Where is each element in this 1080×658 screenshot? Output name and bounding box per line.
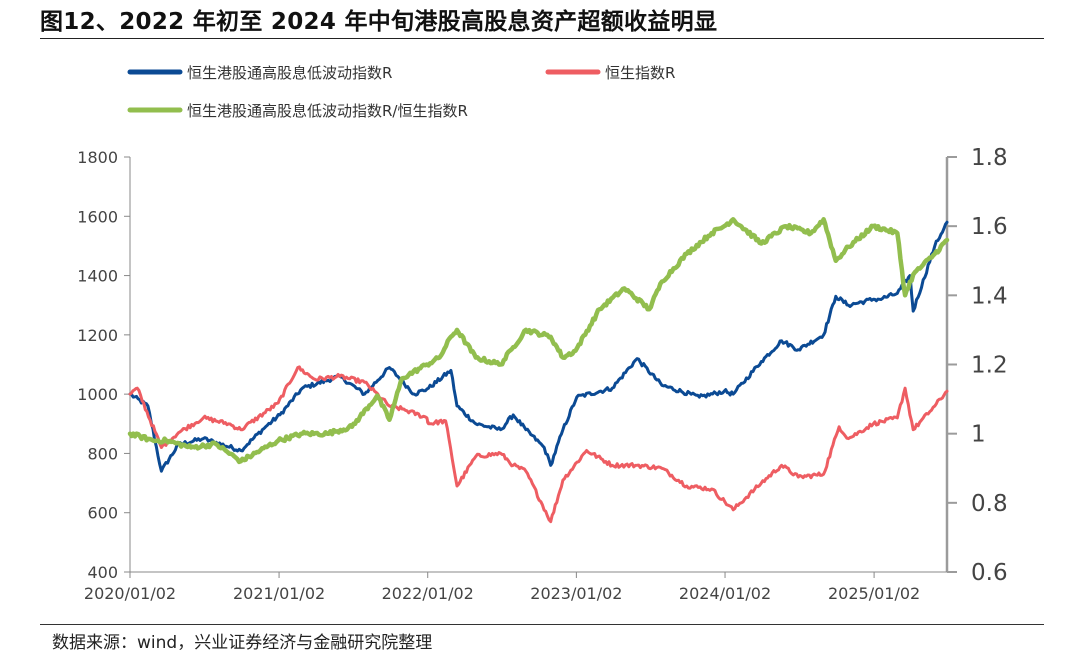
right-y-tick-label: 0.6 [971, 560, 1008, 586]
left-y-tick-label: 600 [87, 504, 118, 523]
right-y-tick-label: 1.8 [971, 145, 1008, 171]
chart-title: 图12、2022 年初至 2024 年中旬港股高股息资产超额收益明显 [40, 9, 718, 35]
line-chart: 恒生港股通高股息低波动指数R 恒生指数R 恒生港股通高股息低波动指数R/恒生指数… [77, 64, 1007, 603]
right-y-tick-label: 1 [971, 422, 986, 448]
x-tick-label: 2024/01/02 [679, 584, 771, 603]
x-tick-label: 2022/01/02 [382, 584, 474, 603]
x-tick-label: 2020/01/02 [84, 584, 176, 603]
source-note: 数据来源：wind，兴业证券经济与金融研究院整理 [52, 633, 433, 653]
x-tick-label: 2021/01/02 [233, 584, 325, 603]
right-y-tick-label: 1.2 [971, 353, 1008, 379]
plot-area [127, 217, 950, 524]
left-y-tick-label: 400 [87, 563, 118, 582]
left-y-tick-label: 800 [87, 444, 118, 463]
right-y-tick-label: 0.8 [971, 491, 1008, 517]
top-rule [40, 38, 1044, 39]
legend-label-low-vol: 恒生港股通高股息低波动指数R [187, 64, 392, 82]
right-y-tick-label: 1.4 [971, 283, 1008, 309]
left-y-tick-label: 1200 [77, 326, 118, 345]
left-y-tick-label: 1600 [77, 207, 118, 226]
legend-label-hsi: 恒生指数R [605, 64, 675, 82]
x-tick-label: 2025/01/02 [828, 584, 920, 603]
series-low-vol-line [128, 220, 949, 473]
left-y-tick-label: 1800 [77, 148, 118, 167]
legend: 恒生港股通高股息低波动指数R 恒生指数R 恒生港股通高股息低波动指数R/恒生指数… [127, 64, 675, 120]
legend-label-ratio: 恒生港股通高股息低波动指数R/恒生指数R [187, 102, 468, 120]
right-y-tick-label: 1.6 [971, 214, 1008, 240]
x-tick-label: 2023/01/02 [530, 584, 622, 603]
bottom-rule [40, 624, 1044, 625]
left-y-tick-label: 1400 [77, 267, 118, 286]
left-y-tick-label: 1000 [77, 385, 118, 404]
axes: 400 600 800 1000 1200 1400 1600 1800 0.6 0.8 1 1.2 1… [77, 145, 1007, 603]
series-hsi-line [128, 365, 949, 524]
series-ratio-line [127, 217, 950, 465]
